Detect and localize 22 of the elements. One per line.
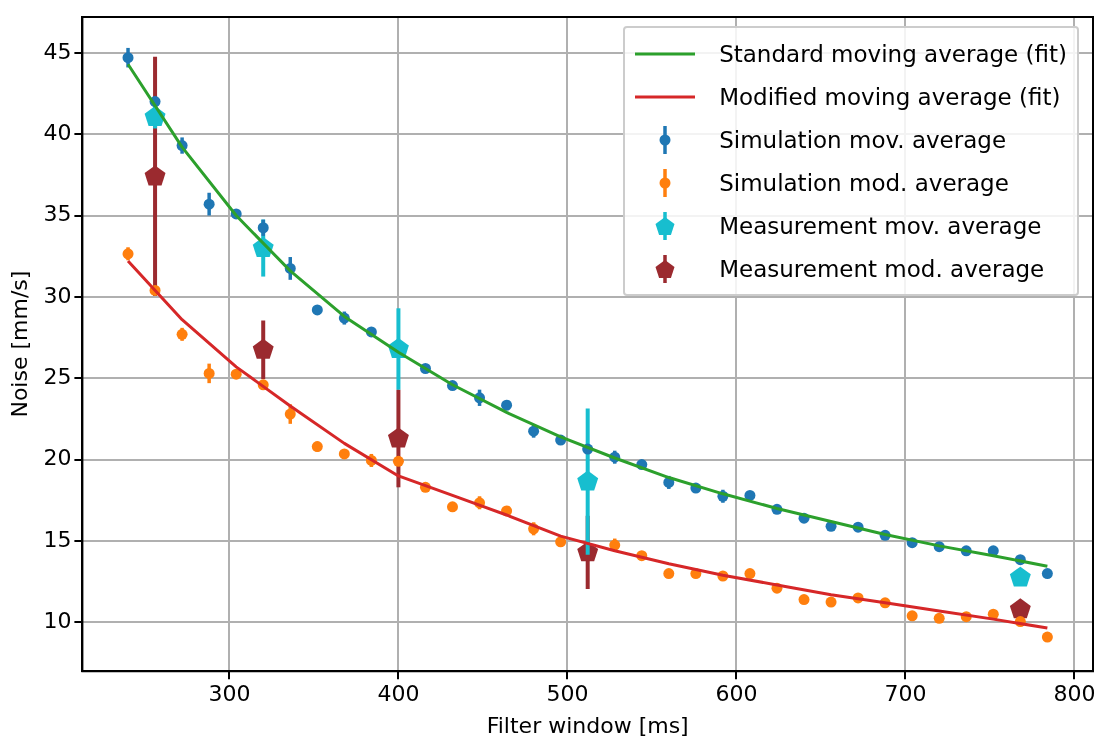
y-tick-label: 30 <box>43 282 72 308</box>
y-axis-title: Noise [mm/s] <box>6 270 32 418</box>
x-tick-label: 300 <box>208 681 251 707</box>
y-tick-label: 45 <box>43 38 72 64</box>
y-tick-label: 15 <box>43 526 72 552</box>
y-tick-label: 40 <box>43 119 72 145</box>
legend-label: Simulation mov. average <box>719 126 1007 153</box>
x-tick-label: 800 <box>1053 681 1096 707</box>
legend-label: Modified moving average (fit) <box>719 83 1061 110</box>
x-tick-label: 600 <box>715 681 758 707</box>
x-tick-label: 500 <box>546 681 589 707</box>
legend-label: Measurement mov. average <box>719 212 1042 239</box>
x-tick-label: 400 <box>377 681 420 707</box>
y-tick-label: 20 <box>43 445 72 471</box>
legend-label: Measurement mod. average <box>719 255 1045 282</box>
legend-label: Standard moving average (fit) <box>719 40 1067 67</box>
x-tick-label: 700 <box>884 681 927 707</box>
y-tick-label: 35 <box>43 201 72 227</box>
x-axis-title: Filter window [ms] <box>486 712 689 738</box>
y-tick-label: 10 <box>43 608 72 634</box>
y-tick-label: 25 <box>43 363 72 389</box>
legend-label: Simulation mod. average <box>719 169 1009 196</box>
